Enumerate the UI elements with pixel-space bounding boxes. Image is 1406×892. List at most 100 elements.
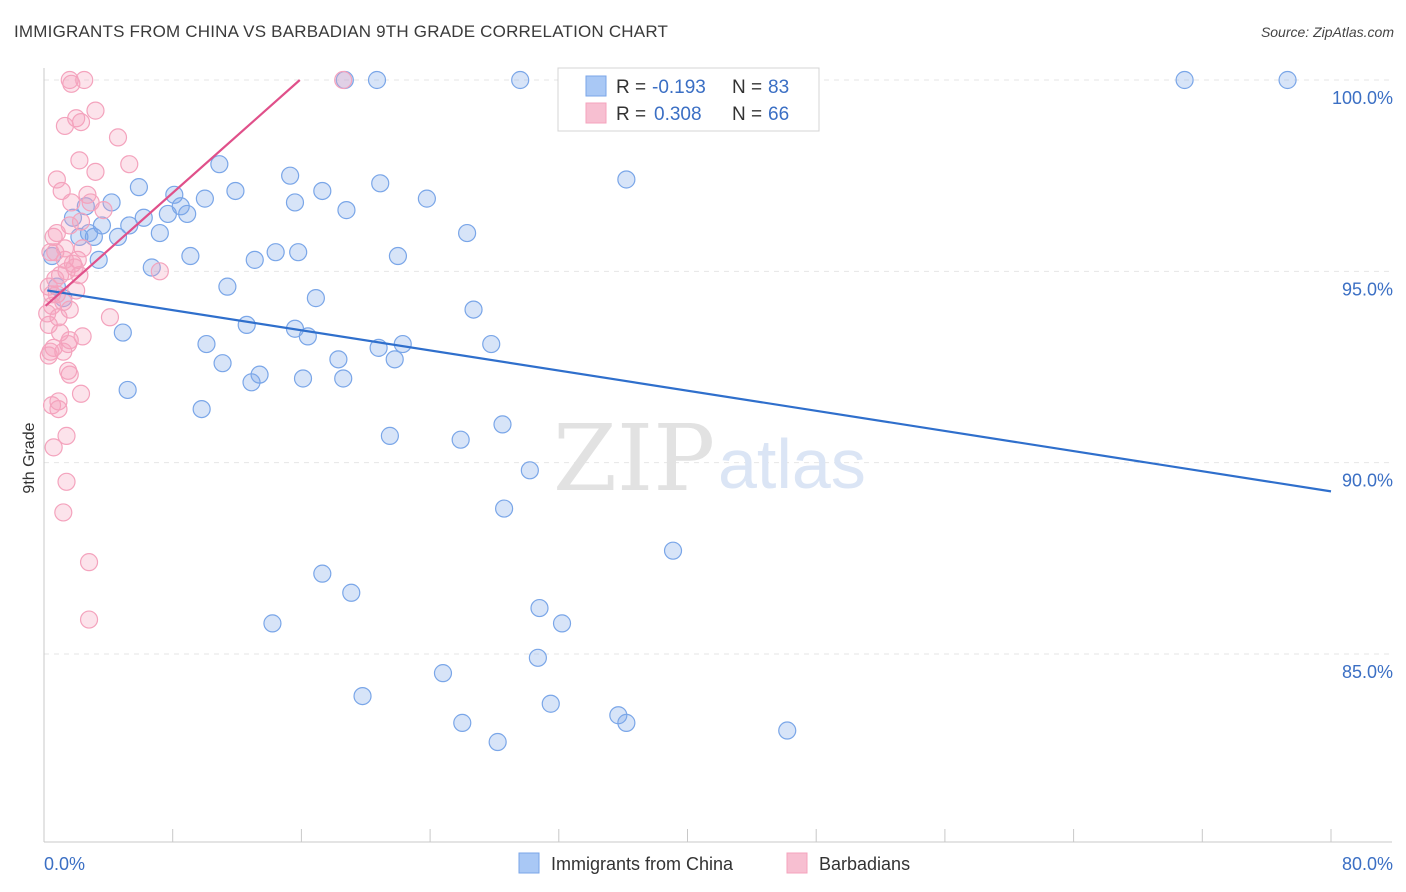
- y-tick-label: 100.0%: [1332, 88, 1393, 108]
- china-point: [458, 223, 477, 243]
- barbadian-point: [57, 426, 76, 445]
- bottom-legend-label-barbadians: Barbadians: [819, 854, 910, 874]
- china-point: [129, 178, 149, 197]
- barbadian-trend-line: [44, 79, 301, 307]
- barbadian-point: [100, 308, 120, 327]
- china-point: [552, 614, 572, 633]
- china-point: [195, 189, 214, 208]
- barbadian-point: [46, 243, 65, 262]
- legend-swatch-china: [585, 75, 607, 97]
- china-point: [285, 193, 305, 212]
- china-point: [511, 70, 530, 90]
- china-point: [197, 334, 216, 354]
- legend-r-value-china: -0.193: [652, 77, 706, 98]
- legend-r-label-china: R =: [616, 77, 646, 98]
- x-ticks: [43, 829, 1332, 842]
- china-point: [329, 350, 348, 369]
- legend-swatch-barbadians: [585, 102, 607, 124]
- china-point: [165, 185, 184, 204]
- bottom-legend-swatch-barbadians: [786, 852, 808, 874]
- legend-r-value-barbadians: 0.308: [654, 104, 702, 125]
- china-point: [371, 174, 390, 193]
- china-point: [281, 166, 300, 185]
- china-point: [181, 246, 200, 266]
- china-point: [313, 564, 332, 583]
- china-point: [528, 648, 547, 667]
- barbadian-point: [150, 262, 169, 281]
- barbadian-point: [52, 181, 71, 201]
- china-trend-line: [47, 289, 1332, 493]
- barbadian-point: [55, 239, 75, 258]
- series-legend: Immigrants from China Barbadians: [518, 852, 910, 874]
- y-tick-labels: 100.0% 95.0% 90.0% 85.0%: [1332, 88, 1393, 682]
- barbadian-point: [334, 70, 353, 90]
- barbadian-point: [70, 151, 89, 170]
- china-point: [150, 223, 169, 243]
- trend-lines: [44, 79, 1332, 493]
- y-tick-label: 90.0%: [1342, 471, 1393, 491]
- legend-n-label-china: N =: [732, 77, 762, 98]
- barbadian-point: [73, 239, 92, 258]
- barbadian-point: [44, 438, 63, 457]
- china-point: [113, 323, 132, 342]
- china-point: [108, 227, 128, 246]
- china-point: [385, 350, 404, 369]
- china-point: [245, 250, 264, 269]
- legend-r-label-barbadians: R =: [616, 104, 646, 125]
- barbadian-point: [86, 101, 105, 120]
- barbadian-point: [49, 308, 68, 327]
- chart-title: IMMIGRANTS FROM CHINA VS BARBADIAN 9TH G…: [14, 22, 669, 41]
- data-points: [38, 70, 1297, 752]
- barbadian-point: [73, 327, 92, 346]
- china-point: [663, 541, 683, 560]
- y-tick-label: 95.0%: [1342, 279, 1393, 299]
- china-point: [393, 334, 412, 354]
- china-point: [778, 721, 797, 740]
- barbadian-point: [71, 112, 91, 132]
- china-point: [210, 155, 229, 174]
- china-point: [313, 181, 332, 201]
- source-label: Source: ZipAtlas.com: [1260, 24, 1394, 40]
- barbadian-point: [41, 342, 60, 361]
- bottom-legend-label-china: Immigrants from China: [551, 854, 734, 874]
- stats-legend: R = -0.193 N = 83 R = 0.308 N = 66: [557, 67, 820, 132]
- china-point: [451, 430, 470, 449]
- barbadian-point: [55, 116, 75, 136]
- china-point: [263, 614, 282, 633]
- barbadian-point: [47, 223, 66, 243]
- barbadian-point: [59, 334, 78, 354]
- watermark-atlas: atlas: [718, 425, 866, 503]
- china-point: [226, 181, 245, 201]
- china-point: [218, 277, 237, 296]
- legend-n-label-barbadians: N =: [732, 104, 762, 125]
- china-point: [342, 583, 361, 602]
- barbadian-point: [46, 269, 65, 289]
- china-point: [192, 399, 211, 419]
- barbadian-point: [62, 74, 81, 93]
- china-point: [178, 204, 197, 224]
- china-point: [380, 426, 399, 445]
- china-point: [464, 300, 483, 319]
- china-point: [266, 243, 285, 262]
- china-point: [120, 216, 139, 235]
- barbadian-point: [108, 128, 128, 147]
- gridlines: [44, 79, 1392, 655]
- barbadian-point: [41, 243, 60, 262]
- china-point: [388, 246, 408, 266]
- barbadian-point: [57, 472, 76, 491]
- barbadian-point: [49, 399, 68, 419]
- china-point: [293, 369, 313, 388]
- barbadian-point: [71, 384, 91, 403]
- x-tick-label-min: 0.0%: [44, 854, 85, 874]
- china-point: [353, 686, 372, 706]
- china-point: [495, 499, 514, 518]
- china-point: [289, 243, 308, 262]
- barbadian-point: [38, 304, 57, 323]
- china-point: [617, 170, 636, 189]
- china-point: [417, 189, 436, 208]
- china-point: [1278, 70, 1297, 90]
- china-point: [213, 354, 232, 373]
- china-point: [118, 380, 137, 400]
- watermark-zip: ZIP: [553, 405, 715, 512]
